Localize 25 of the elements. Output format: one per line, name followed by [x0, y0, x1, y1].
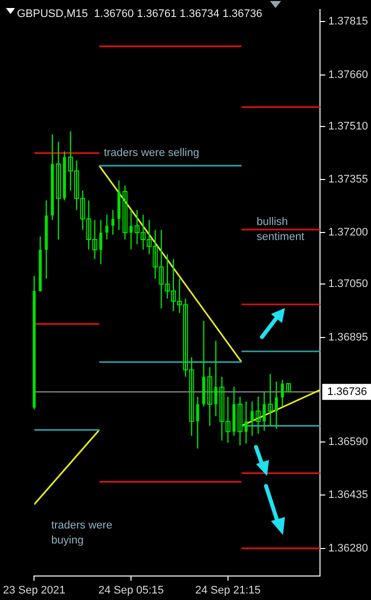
candlestick: [56, 141, 61, 240]
annotation: bullish sentiment: [256, 216, 304, 244]
y-tick-label: 1.37815: [328, 16, 368, 28]
y-tick-label: 1.36895: [328, 331, 368, 344]
y-tick-label: 1.37355: [328, 173, 368, 186]
ref-line-label: 1.36736: [327, 386, 368, 398]
y-tick-label: 1.37660: [328, 68, 368, 81]
y-tick-label: 1.36280: [328, 542, 368, 554]
y-tick-label: 1.37200: [328, 226, 368, 239]
chart-title: GBPUSD,M15 1.36760 1.36761 1.36734 1.36736: [17, 8, 262, 20]
annotation: traders were buying: [51, 519, 112, 546]
y-tick-label: 1.36435: [328, 489, 368, 502]
y-tick-label: 1.37510: [328, 120, 368, 132]
candlestick: [122, 185, 128, 240]
y-tick-label: 1.37050: [328, 278, 368, 290]
x-tick-label: 23 Sep 2021: [3, 584, 66, 596]
x-tick-label: 24 Sep 05:15: [98, 584, 164, 596]
candlestick: [268, 373, 273, 426]
candlestick: [207, 366, 212, 426]
candlestick: [286, 382, 291, 394]
annotation: traders were selling: [104, 147, 200, 160]
candlestick: [256, 396, 261, 434]
candlestick: [238, 396, 243, 446]
x-tick-label: 24 Sep 21:15: [195, 584, 261, 596]
y-tick-label: 1.36590: [328, 436, 368, 448]
